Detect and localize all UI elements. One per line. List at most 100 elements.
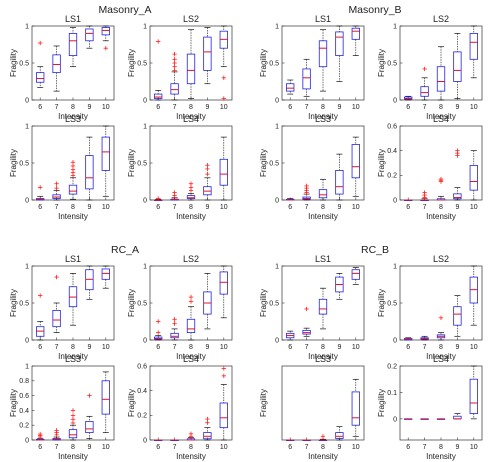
box-6 — [154, 196, 163, 202]
y-tick-label: 0.8 — [19, 378, 29, 385]
box-9 — [203, 416, 212, 441]
outlier — [70, 417, 76, 422]
iqr-box — [186, 195, 196, 199]
x-tick-label: 10 — [470, 204, 478, 211]
x-tick-label: 8 — [71, 204, 75, 211]
outlier — [205, 416, 210, 422]
y-axis-label: Fragility — [377, 389, 386, 417]
x-tick-label: 8 — [71, 104, 75, 111]
y-tick-label: 0.5 — [137, 300, 147, 307]
box-10 — [219, 366, 228, 441]
x-tick-label: 9 — [87, 444, 91, 451]
x-tick-label: 6 — [156, 444, 160, 451]
panel-title: LS3 — [65, 114, 81, 124]
box-10 — [351, 378, 360, 437]
x-tick-label: 8 — [321, 104, 325, 111]
iqr-box — [318, 298, 328, 315]
box-10 — [351, 136, 360, 197]
box-9 — [335, 426, 344, 441]
y-tick-label: 1 — [25, 363, 29, 370]
box-8 — [68, 273, 78, 326]
iqr-box — [351, 269, 360, 280]
iqr-box — [335, 432, 344, 439]
iqr-box — [203, 36, 212, 71]
panel-ls4: LS4 0 0.1 0.2 6 7 8 9 10 Intensity Fragility — [377, 354, 483, 461]
box-7 — [170, 51, 179, 101]
panel-title: LS2 — [433, 254, 449, 264]
box-6 — [154, 439, 163, 442]
box-7 — [52, 181, 61, 201]
box-7 — [52, 45, 61, 92]
outlier — [205, 420, 210, 425]
x-tick-label: 6 — [288, 204, 292, 211]
box-8 — [186, 29, 196, 99]
box-7 — [420, 418, 429, 420]
box-8 — [68, 160, 78, 200]
y-tick-label: 1 — [275, 123, 279, 130]
y-tick-label: 1 — [393, 23, 397, 30]
outlier — [320, 434, 326, 439]
outlier — [156, 196, 161, 201]
outlier — [438, 315, 444, 320]
x-tick-label: 9 — [337, 204, 341, 211]
panel-ls3: LS3 0 0.5 1 6 7 8 9 10 Intensity Fragility — [9, 114, 115, 221]
y-tick-label: 0 — [393, 416, 397, 423]
x-tick-label: 10 — [102, 104, 110, 111]
panel-title: LS3 — [65, 354, 81, 364]
y-axis-label: Fragility — [377, 149, 386, 177]
panel-ls2: LS2 0 0.5 1 6 7 8 9 10 Intensity Fragility — [127, 14, 233, 121]
x-tick-label: 6 — [406, 104, 410, 111]
y-tick-label: 0.5 — [137, 160, 147, 167]
box-10 — [101, 265, 110, 289]
x-tick-label: 7 — [305, 104, 309, 111]
box-7 — [170, 190, 179, 201]
x-tick-label: 7 — [423, 344, 427, 351]
y-tick-label: 0 — [25, 97, 29, 104]
box-9 — [85, 25, 94, 49]
iqr-box — [286, 83, 295, 92]
x-tick-label: 6 — [156, 104, 160, 111]
x-tick-label: 9 — [205, 344, 209, 351]
group-title: RC_A — [111, 244, 139, 256]
x-tick-label: 6 — [38, 104, 42, 111]
outlier — [188, 181, 194, 186]
outlier — [70, 160, 76, 165]
outlier — [438, 176, 444, 182]
x-axis-label: Intensity — [58, 352, 88, 361]
y-tick-label: 1 — [143, 123, 147, 130]
x-tick-label: 9 — [337, 104, 341, 111]
x-tick-label: 8 — [189, 344, 193, 351]
iqr-box — [219, 158, 228, 186]
box-9 — [453, 33, 462, 99]
panel-ls1: LS1 0 0.5 1 6 7 8 9 10 Intensity Fragility — [259, 254, 365, 361]
y-tick-label: 0.2 — [387, 363, 397, 370]
panel-title: LS1 — [65, 254, 81, 264]
y-tick-label: 0.5 — [19, 300, 29, 307]
panel-title: LS3 — [315, 114, 331, 124]
outlier — [188, 299, 194, 304]
outlier — [455, 148, 460, 153]
box-8 — [436, 418, 446, 420]
iqr-box — [453, 306, 462, 326]
axes-frame — [31, 25, 115, 101]
x-tick-label: 8 — [321, 204, 325, 211]
y-axis-label: Fragility — [259, 149, 268, 177]
iqr-box — [318, 40, 328, 68]
y-axis-label: Fragility — [259, 49, 268, 77]
box-10 — [469, 25, 478, 79]
outlier — [38, 40, 43, 46]
y-tick-label: 1 — [143, 23, 147, 30]
iqr-box — [469, 33, 478, 60]
x-tick-label: 6 — [156, 344, 160, 351]
box-9 — [453, 295, 462, 337]
iqr-box — [453, 51, 462, 82]
iqr-box — [453, 193, 462, 200]
box-6 — [154, 39, 163, 101]
x-tick-label: 9 — [455, 444, 459, 451]
x-tick-label: 6 — [156, 204, 160, 211]
y-tick-label: 0 — [143, 437, 147, 444]
outlier — [54, 274, 59, 280]
x-tick-label: 9 — [87, 204, 91, 211]
x-tick-label: 7 — [173, 344, 177, 351]
